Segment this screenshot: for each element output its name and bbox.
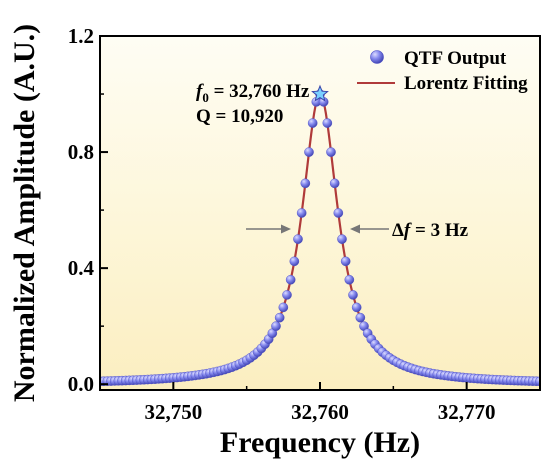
qtf-output-point (326, 147, 336, 157)
x-axis-title: Frequency (Hz) (220, 426, 420, 459)
qtf-output-point (296, 208, 307, 218)
legend-marker-qtf-output (370, 50, 384, 64)
legend-label-lorentz-fitting: Lorentz Fitting (404, 73, 528, 94)
f0-annotation: f0 = 32,760 Hz (196, 81, 310, 105)
qtf-output-point (348, 290, 358, 300)
qtf-output-point (300, 178, 311, 189)
qtf-output-point (289, 256, 300, 267)
qtf-output-point (340, 256, 351, 267)
qtf-output-point (322, 118, 333, 128)
y-tick-label: 1.2 (68, 24, 94, 48)
qtf-output-point (278, 302, 289, 313)
legend-label-qtf-output: QTF Output (404, 48, 507, 69)
peak-marker (311, 84, 329, 102)
qtf-output-point (274, 312, 285, 323)
qtf-output-point (333, 208, 344, 218)
left-arrow-head (281, 224, 291, 234)
qtf-output-point (329, 178, 340, 189)
qtf-output-point (285, 274, 296, 285)
qtf-output-point (307, 118, 318, 128)
peak-annotation: f0 = 32,760 Hz Q = 10,920 (196, 81, 310, 127)
qtf-output-point (355, 312, 366, 323)
qtf-output-point (535, 376, 540, 387)
plot-area (100, 84, 540, 387)
right-arrow-head (350, 224, 360, 234)
qtf-output-point (271, 321, 281, 331)
qtf-output-point (282, 290, 292, 300)
delta-f-annotation: Δf = 3 Hz (392, 220, 469, 241)
qtf-output-point (337, 234, 347, 244)
y-tick-label: 0.8 (68, 140, 94, 164)
y-tick-label: 0.0 (68, 372, 94, 396)
axis-ticks: 32,750 32,760 32,770 0.0 0.4 0.8 1.2 (68, 24, 541, 424)
qtf-output-point (344, 274, 355, 285)
y-tick-label: 0.4 (68, 256, 95, 280)
x-tick-label: 32,770 (438, 400, 496, 424)
qtf-output-point (293, 234, 303, 244)
q-annotation: Q = 10,920 (196, 106, 283, 127)
legend: QTF Output Lorentz Fitting (357, 48, 528, 94)
x-tick-label: 32,750 (144, 400, 202, 424)
qtf-output-point (304, 147, 314, 157)
linewidth-annotation: Δf = 3 Hz (246, 220, 469, 241)
y-axis-title: Normalized Amplitude (A.U.) (8, 24, 41, 402)
qtf-output-point (351, 302, 362, 313)
x-tick-label: 32,760 (291, 400, 349, 424)
